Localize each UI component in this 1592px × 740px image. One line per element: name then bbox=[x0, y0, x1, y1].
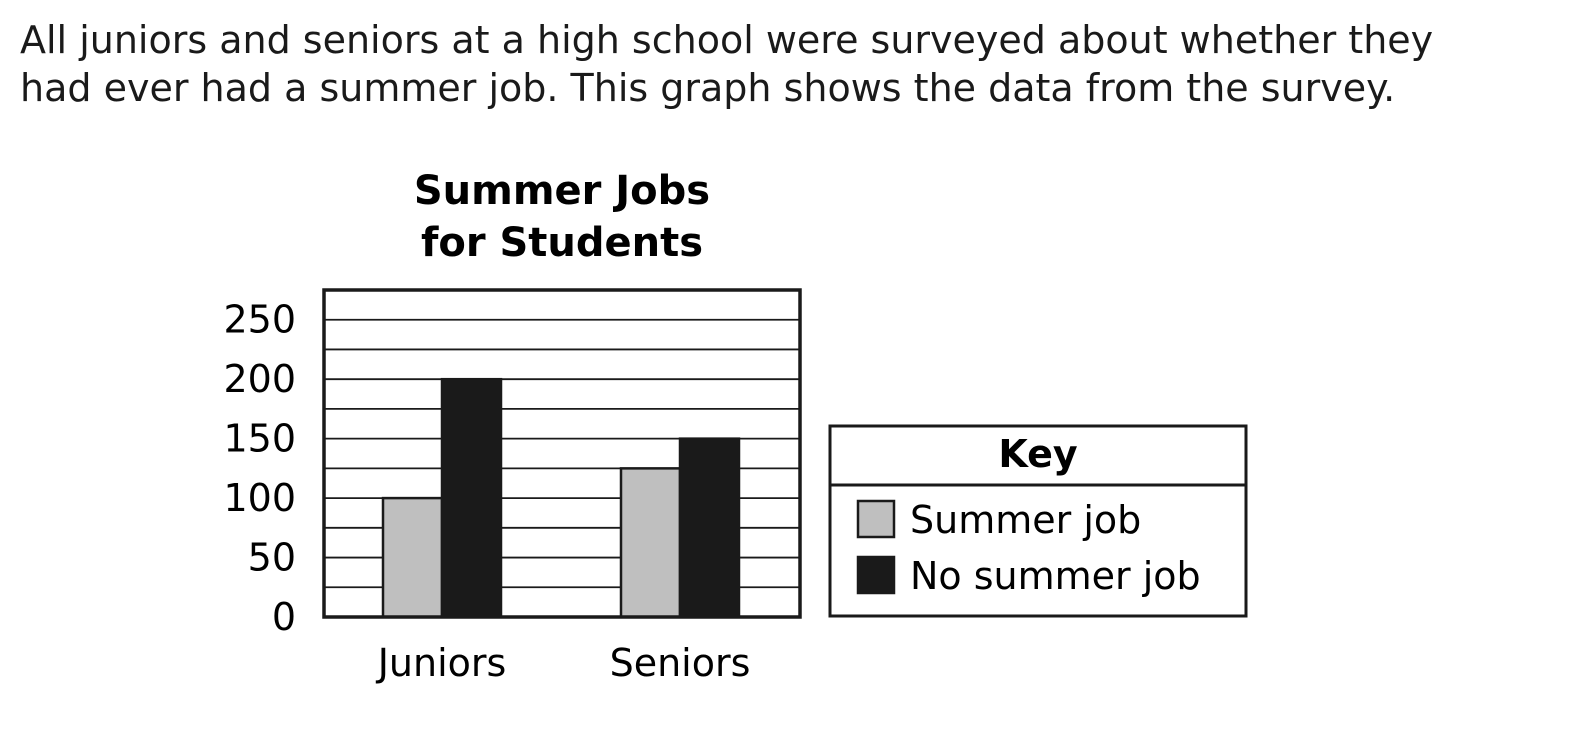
y-tick-label-250: 250 bbox=[223, 298, 296, 342]
legend-label-no-summer-job: No summer job bbox=[910, 554, 1201, 598]
bar-juniors-no-summer-job bbox=[440, 377, 503, 619]
x-category-label-juniors: Juniors bbox=[376, 641, 507, 685]
chart-title-line-1: Summer Jobs bbox=[414, 168, 710, 214]
plot-frame bbox=[322, 288, 802, 619]
legend-box bbox=[828, 424, 1248, 618]
bars bbox=[381, 377, 741, 619]
y-tick-label-0: 0 bbox=[272, 595, 296, 639]
legend-swatch-summer-job bbox=[856, 499, 896, 539]
bar-seniors-no-summer-job bbox=[678, 437, 741, 619]
legend-key: Key Summer job No summer job bbox=[828, 424, 1248, 618]
bar-seniors-summer-job bbox=[619, 467, 682, 619]
legend-title: Key bbox=[998, 432, 1078, 476]
y-tick-label-200: 200 bbox=[223, 357, 296, 401]
x-category-label-seniors: Seniors bbox=[610, 641, 751, 685]
intro-line-2: had ever had a summer job. This graph sh… bbox=[20, 66, 1396, 110]
legend-swatch-no-summer-job bbox=[856, 555, 896, 595]
intro-line-1: All juniors and seniors at a high school… bbox=[20, 18, 1434, 62]
bar-juniors-summer-job bbox=[381, 496, 444, 619]
chart-title-line-2: for Students bbox=[421, 220, 703, 266]
legend-label-summer-job: Summer job bbox=[910, 498, 1141, 542]
y-tick-label-100: 100 bbox=[223, 476, 296, 520]
y-tick-label-150: 150 bbox=[223, 417, 296, 461]
x-axis-categories: Juniors Seniors bbox=[376, 641, 751, 685]
y-axis-ticks: 0 50 100 150 200 250 bbox=[223, 298, 296, 639]
intro-text: All juniors and seniors at a high school… bbox=[20, 16, 1580, 112]
y-tick-label-50: 50 bbox=[248, 536, 296, 580]
